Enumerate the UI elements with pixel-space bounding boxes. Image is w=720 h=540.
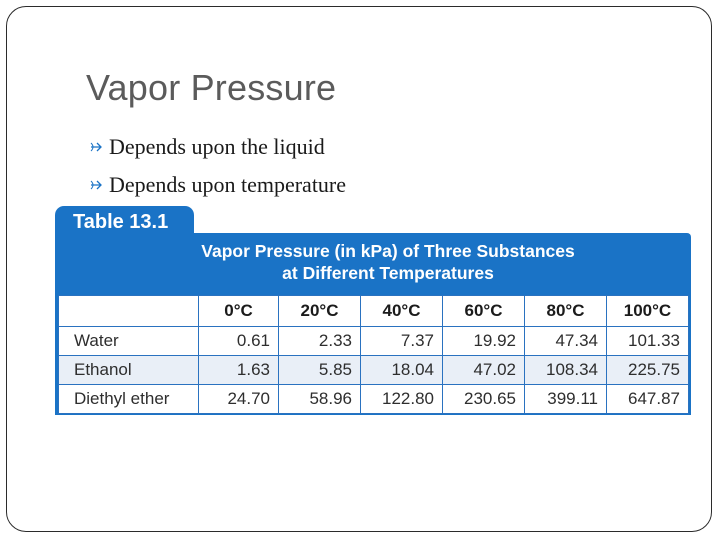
slide-title: Vapor Pressure — [86, 67, 337, 108]
data-table: 0°C 20°C 40°C 60°C 80°C 100°C Water 0.61… — [58, 295, 689, 414]
corner-cell — [58, 295, 199, 327]
table-cell: 1.63 — [198, 355, 279, 385]
row-label: Water — [58, 326, 199, 356]
table-cell: 24.70 — [198, 384, 279, 414]
table-cell: 108.34 — [524, 355, 607, 385]
table-cell: 47.02 — [442, 355, 525, 385]
table-row: Ethanol 1.63 5.85 18.04 47.02 108.34 225… — [58, 355, 689, 385]
header-row: 0°C 20°C 40°C 60°C 80°C 100°C — [58, 295, 689, 327]
table-cell: 122.80 — [360, 384, 443, 414]
table-cell: 58.96 — [278, 384, 361, 414]
table-cell: 2.33 — [278, 326, 361, 356]
table-cell: 5.85 — [278, 355, 361, 385]
table-row: Diethyl ether 24.70 58.96 122.80 230.65 … — [58, 384, 689, 414]
table-caption: Vapor Pressure (in kPa) of Three Substan… — [55, 233, 691, 295]
table-cell: 225.75 — [606, 355, 689, 385]
table-body-frame: Vapor Pressure (in kPa) of Three Substan… — [55, 233, 691, 415]
bullet-item: Depends upon the liquid — [87, 128, 346, 166]
bullet-arrow-icon — [90, 142, 102, 152]
row-label: Diethyl ether — [58, 384, 199, 414]
column-header: 100°C — [606, 295, 689, 327]
table-cell: 101.33 — [606, 326, 689, 356]
table-cell: 647.87 — [606, 384, 689, 414]
table-cell: 7.37 — [360, 326, 443, 356]
bullet-list: Depends upon the liquid Depends upon tem… — [87, 128, 346, 204]
column-header: 80°C — [524, 295, 607, 327]
column-header: 0°C — [198, 295, 279, 327]
bullet-item: Depends upon temperature — [87, 166, 346, 204]
table-cell: 0.61 — [198, 326, 279, 356]
table-cell: 399.11 — [524, 384, 607, 414]
caption-line-1: Vapor Pressure (in kPa) of Three Substan… — [201, 241, 575, 261]
table-row: Water 0.61 2.33 7.37 19.92 47.34 101.33 — [58, 326, 689, 356]
bullet-text: Depends upon temperature — [109, 172, 347, 197]
column-header: 40°C — [360, 295, 443, 327]
table-cell: 18.04 — [360, 355, 443, 385]
column-header: 20°C — [278, 295, 361, 327]
table-cell: 47.34 — [524, 326, 607, 356]
vapor-pressure-table: Vapor Pressure (in kPa) of Three Substan… — [55, 201, 693, 415]
column-header: 60°C — [442, 295, 525, 327]
bullet-text: Depends upon the liquid — [109, 134, 325, 159]
row-label: Ethanol — [58, 355, 199, 385]
caption-line-2: at Different Temperatures — [282, 263, 494, 283]
table-cell: 230.65 — [442, 384, 525, 414]
table-number-tab: Table 13.1 — [55, 206, 194, 238]
bullet-arrow-icon — [90, 180, 102, 190]
table-cell: 19.92 — [442, 326, 525, 356]
